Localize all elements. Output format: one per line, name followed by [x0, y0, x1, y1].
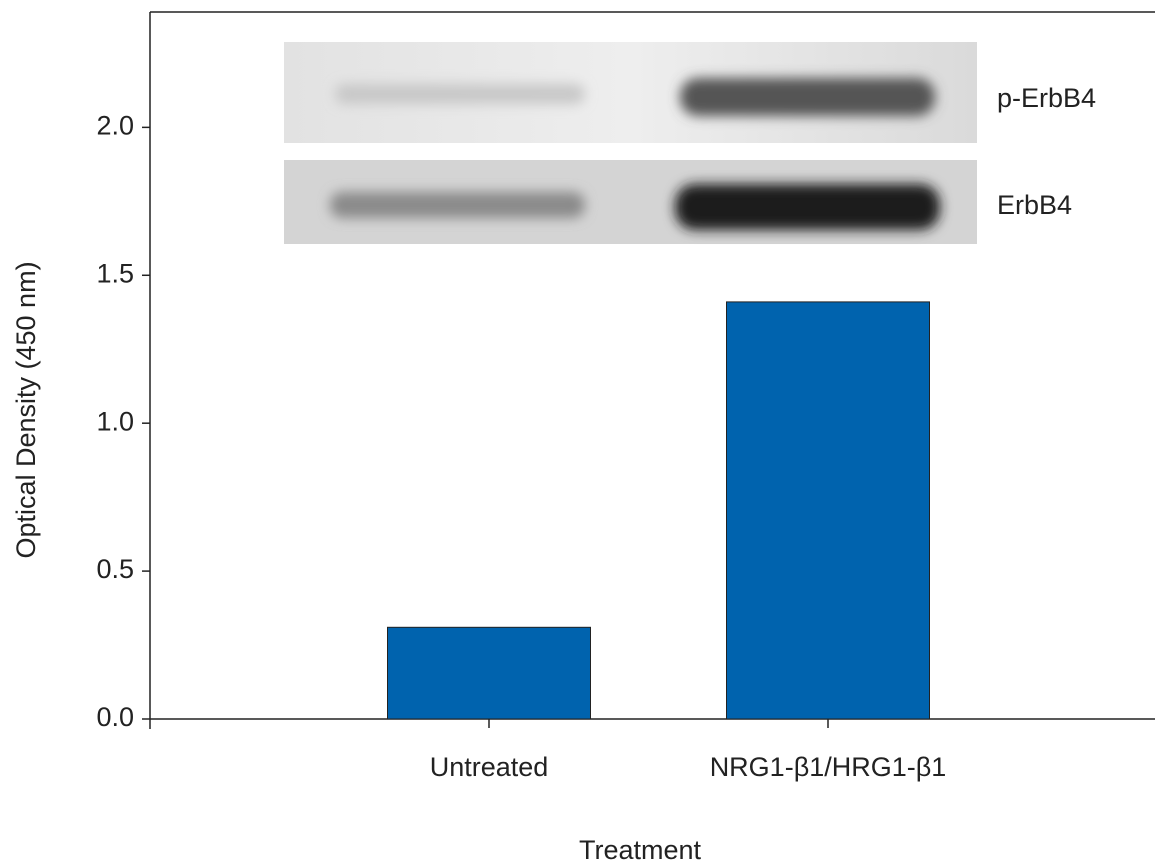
y-tick-label: 1.5	[96, 258, 134, 288]
bar	[727, 302, 930, 719]
y-tick-label: 0.0	[96, 702, 134, 732]
y-axis-label: Optical Density (450 nm)	[11, 261, 41, 558]
y-tick-label: 0.5	[96, 554, 134, 584]
annotation: ErbB4	[997, 190, 1072, 220]
y-tick-label: 2.0	[96, 110, 134, 140]
western-blot-inset	[284, 42, 977, 244]
y-tick-label: 1.0	[96, 406, 134, 436]
bar	[388, 627, 591, 719]
x-axis-label: Treatment	[579, 835, 702, 865]
x-tick-label: NRG1-β1/HRG1-β1	[710, 752, 947, 782]
chart: p-ErbB4 ErbB4 Treatment Optical Density …	[0, 0, 1155, 865]
x-tick-label: Untreated	[430, 752, 549, 782]
annotation: p-ErbB4	[997, 83, 1096, 113]
